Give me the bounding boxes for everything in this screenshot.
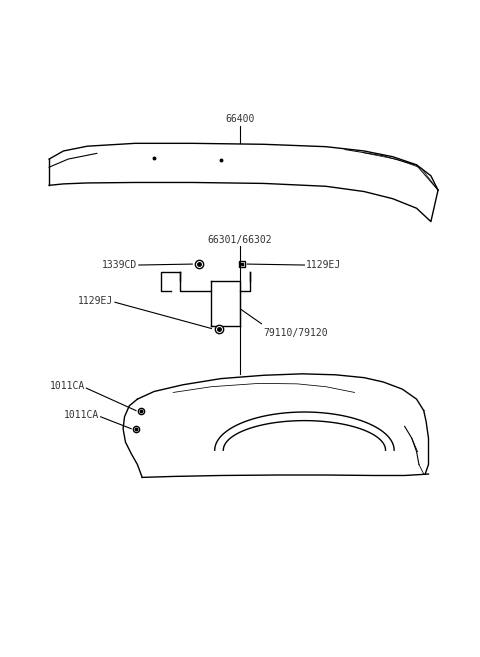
Text: 1129EJ: 1129EJ: [306, 260, 341, 270]
Text: 66400: 66400: [225, 114, 255, 124]
Text: 1011CA: 1011CA: [49, 381, 85, 391]
Text: 1011CA: 1011CA: [64, 411, 99, 420]
Text: 1339CD: 1339CD: [102, 260, 137, 270]
Text: 1129EJ: 1129EJ: [78, 296, 114, 306]
Text: 66301/66302: 66301/66302: [208, 235, 272, 245]
Text: 79110/79120: 79110/79120: [263, 328, 327, 338]
